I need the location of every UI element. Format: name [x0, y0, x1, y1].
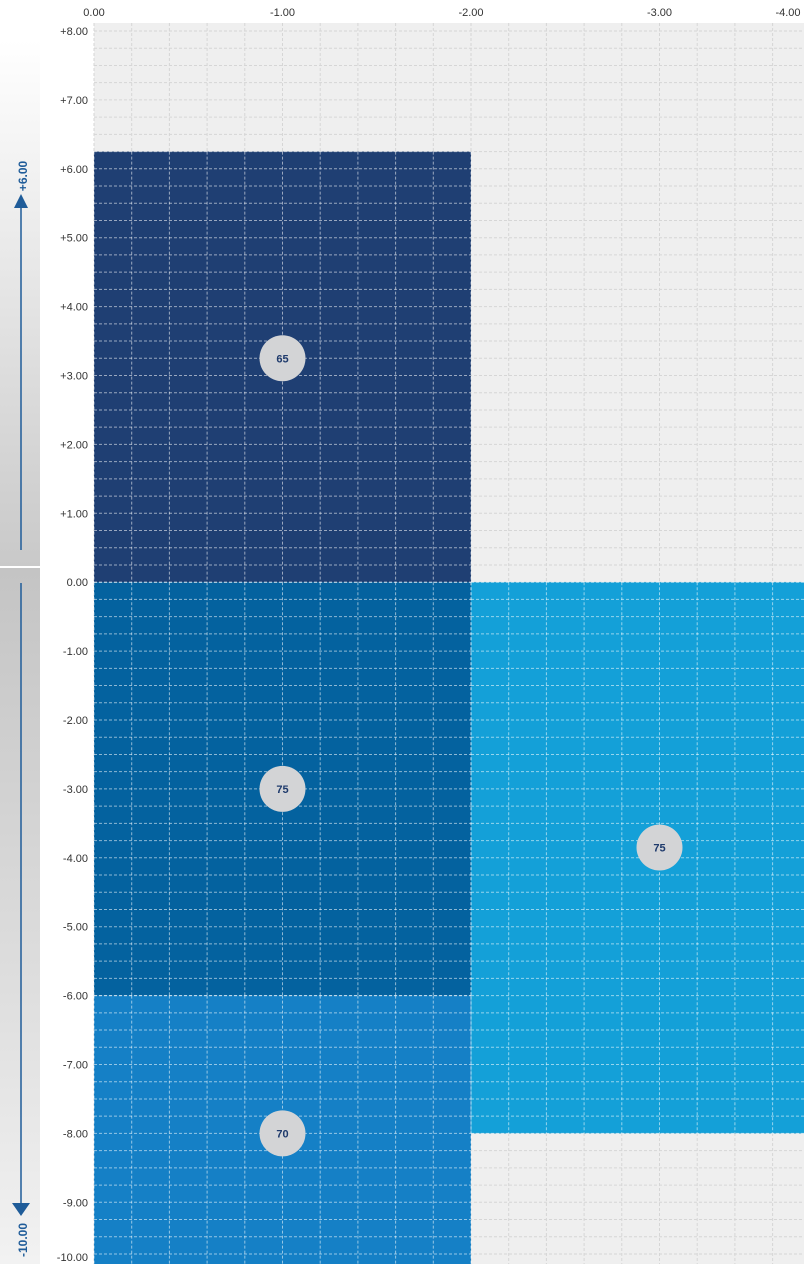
region-marker	[259, 1110, 306, 1157]
region-marker-label: 75	[653, 842, 665, 854]
y-tick-label: -2.00	[63, 715, 88, 727]
x-tick-label: -4.00	[775, 7, 800, 19]
y-tick-label: -8.00	[63, 1128, 88, 1140]
x-tick-label: -1.00	[270, 7, 295, 19]
side-scale: +6.00 -10.00	[0, 40, 40, 1264]
side-scale-bottom-label: -10.00	[16, 1223, 30, 1257]
y-tick-label: +6.00	[60, 164, 88, 176]
side-scale-top-label: +6.00	[16, 160, 30, 191]
y-tick-label: +5.00	[60, 233, 88, 245]
x-tick-label: 0.00	[83, 7, 104, 19]
y-tick-label: 0.00	[67, 577, 88, 589]
y-tick-label: +8.00	[60, 26, 88, 38]
y-tick-label: -9.00	[63, 1197, 88, 1209]
y-tick-label: +2.00	[60, 439, 88, 451]
x-tick-label: -2.00	[458, 7, 483, 19]
region-markers: 65 75 70 75	[259, 335, 683, 1157]
y-tick-label: +1.00	[60, 508, 88, 520]
region-marker	[259, 335, 306, 382]
side-scale-upper-panel	[0, 40, 40, 566]
x-axis: 0.00 -1.00 -2.00 -3.00 -4.00	[83, 7, 800, 19]
y-tick-label: +7.00	[60, 95, 88, 107]
y-tick-label: +4.00	[60, 302, 88, 314]
region-marker-label: 70	[276, 1128, 288, 1140]
y-axis: +8.00 +7.00 +6.00 +5.00 +4.00 +3.00 +2.00 +1.00…	[57, 26, 88, 1264]
y-tick-label: -6.00	[63, 991, 88, 1003]
side-scale-down-arrow-icon	[12, 1203, 30, 1216]
y-tick-label: -10.00	[57, 1252, 88, 1264]
y-tick-label: -5.00	[63, 922, 88, 934]
x-tick-label: -3.00	[647, 7, 672, 19]
region-marker	[259, 765, 306, 812]
y-tick-label: +3.00	[60, 371, 88, 383]
side-scale-up-arrow-icon	[14, 194, 28, 208]
y-tick-label: -1.00	[63, 646, 88, 658]
region-marker-label: 65	[276, 353, 288, 365]
region-marker-label: 75	[276, 784, 288, 796]
region-marker	[636, 824, 683, 871]
y-tick-label: -3.00	[63, 784, 88, 796]
y-tick-label: -4.00	[63, 853, 88, 865]
y-tick-label: -7.00	[63, 1060, 88, 1072]
side-scale-lower-panel	[0, 568, 40, 1264]
